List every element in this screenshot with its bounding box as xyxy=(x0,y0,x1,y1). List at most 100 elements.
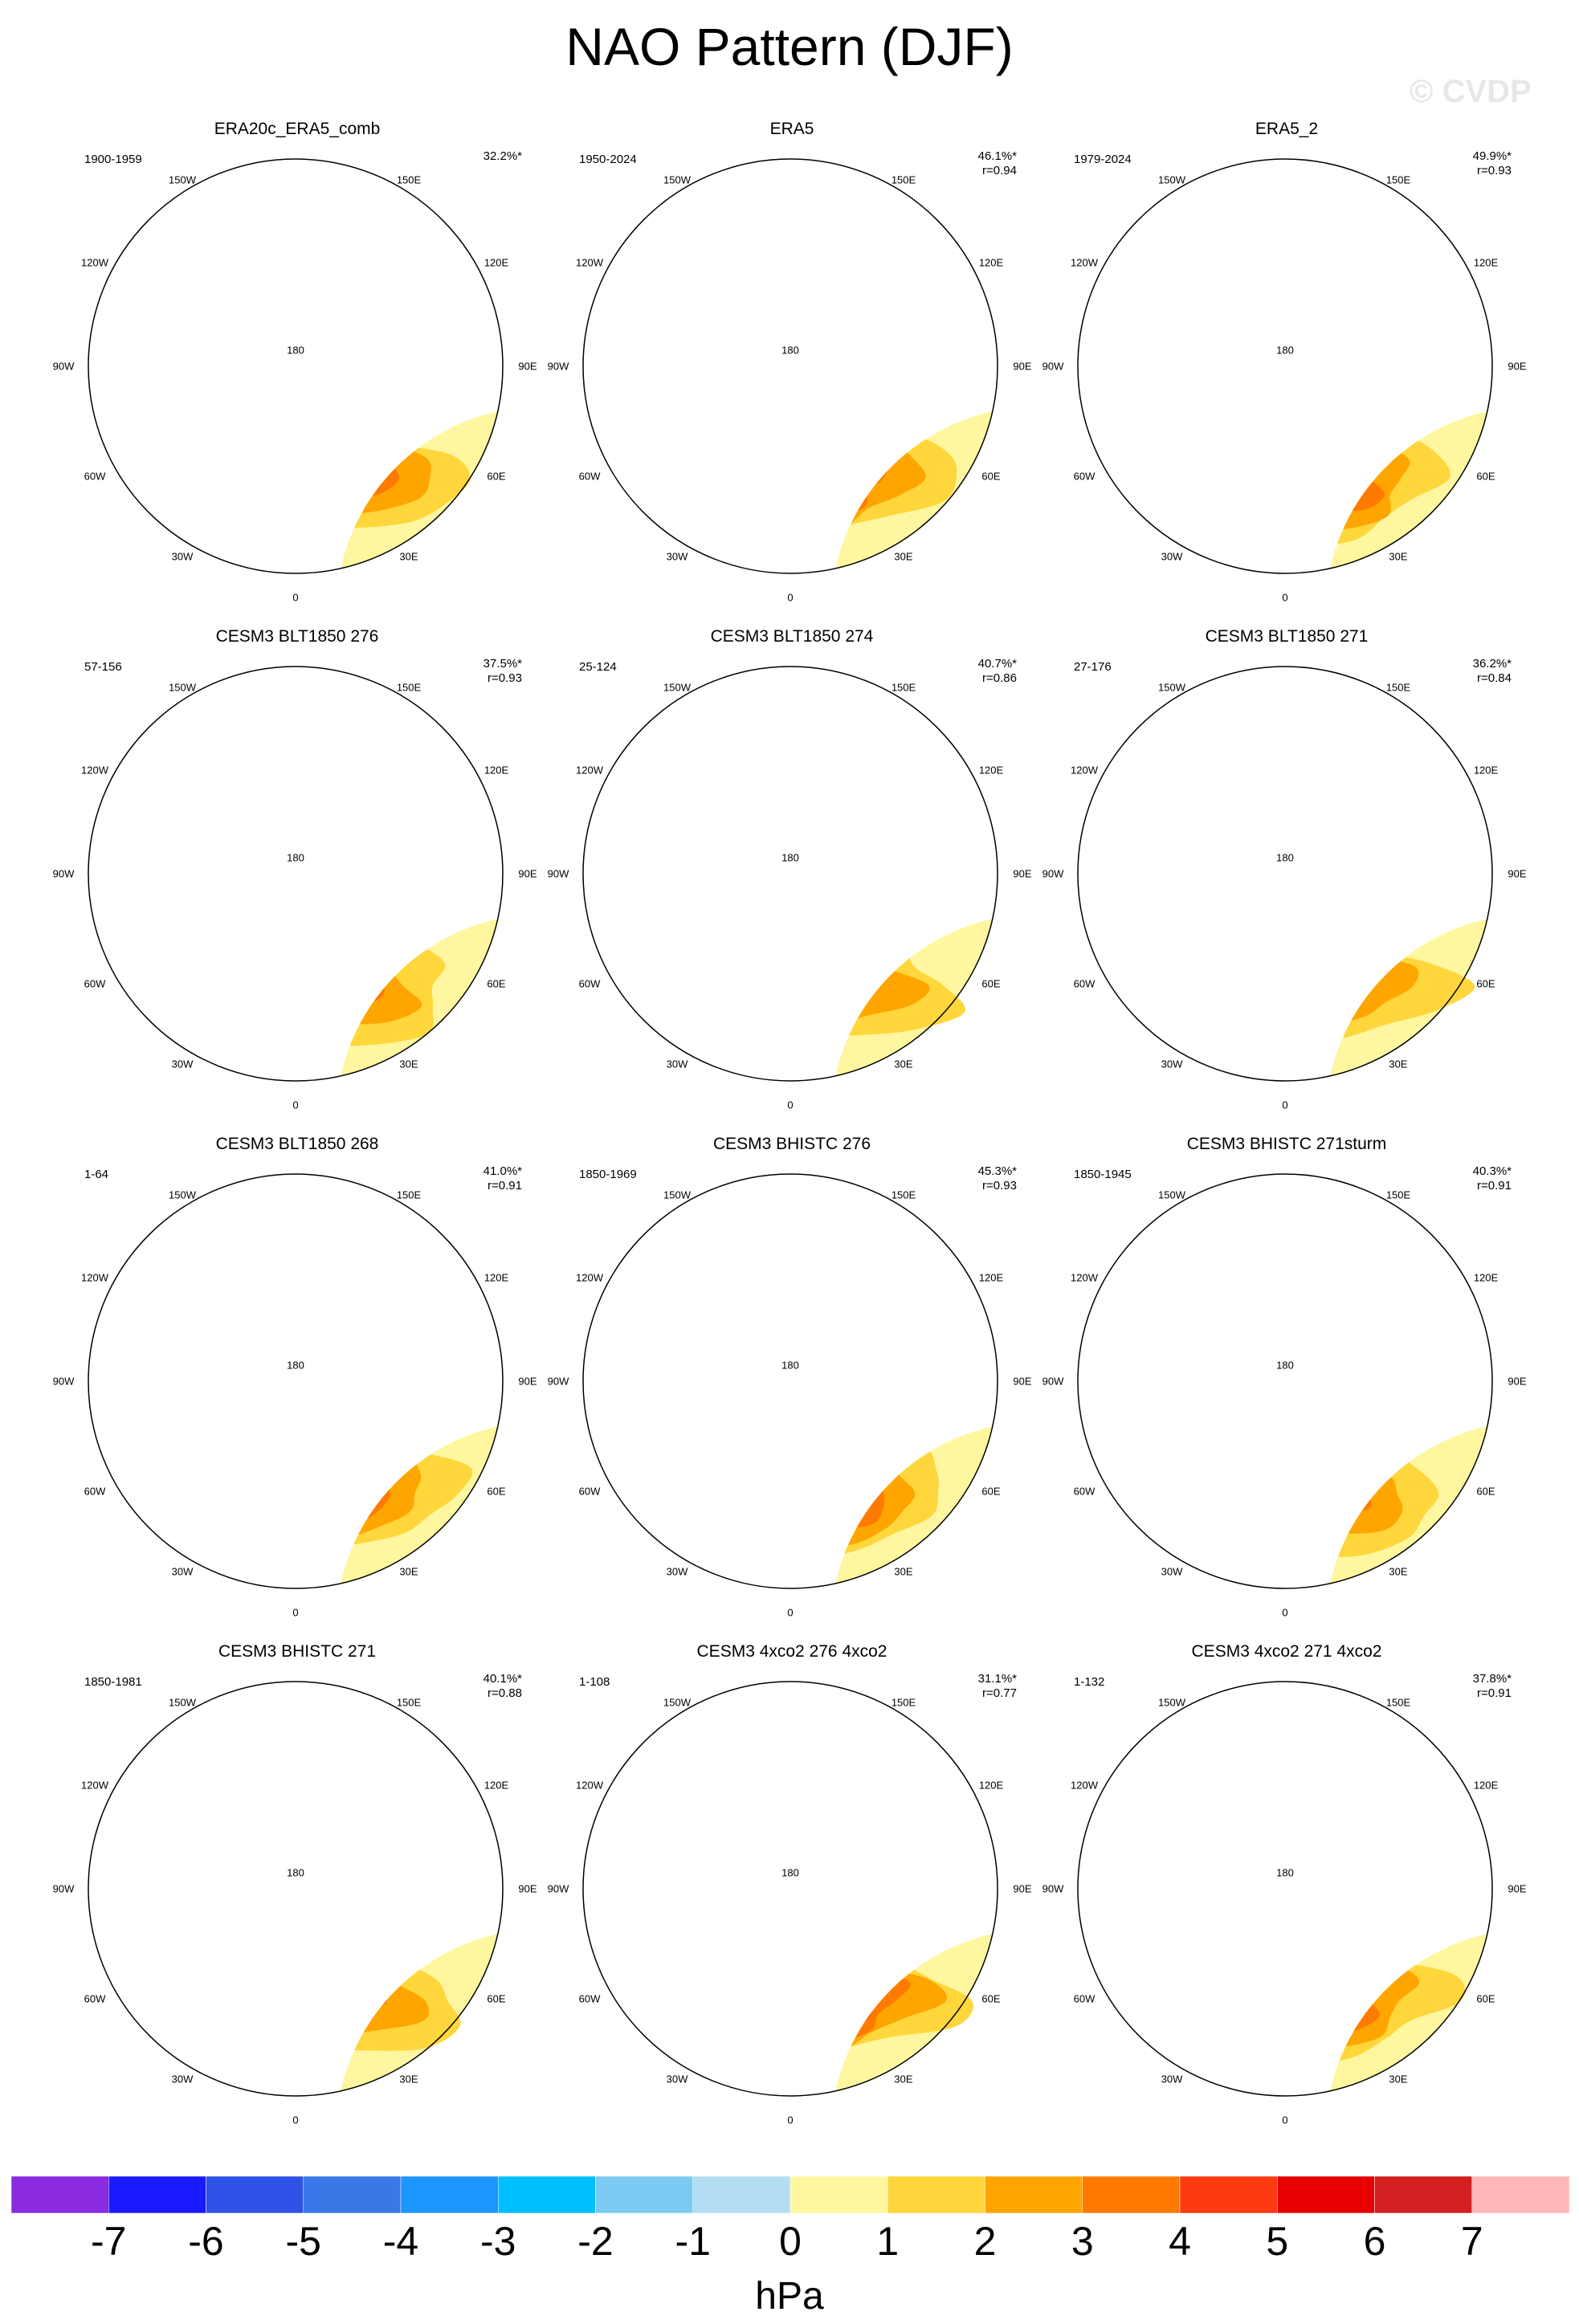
panel-years: 1850-1981 xyxy=(84,1675,142,1689)
contour-low-4 xyxy=(830,1421,870,1431)
colorbar-tick: 1 xyxy=(876,2219,900,2264)
coastline xyxy=(1325,1421,1414,1451)
colorbar-tick: 6 xyxy=(1363,2219,1386,2264)
map-boundary xyxy=(1077,666,1493,1082)
colorbar-tick: 7 xyxy=(1460,2219,1483,2264)
coastline xyxy=(782,1276,951,1309)
coastline xyxy=(1189,750,1253,769)
lon-label: 30W xyxy=(1161,550,1183,563)
coastline xyxy=(98,817,231,842)
panel-years: 1-108 xyxy=(579,1675,610,1689)
lon-label: 150E xyxy=(396,1696,422,1709)
contour-low-3 xyxy=(830,1421,888,1441)
contour-pacific-1 xyxy=(649,1698,802,1797)
lon-label: 180 xyxy=(1276,344,1294,357)
contour-pacific-2 xyxy=(1167,1719,1290,1790)
map-boundary xyxy=(582,158,998,574)
coastline xyxy=(328,1350,384,1397)
coastline xyxy=(98,309,231,334)
coastline xyxy=(288,261,456,294)
map-boundary xyxy=(88,666,504,1082)
variance-explained: 40.3%* xyxy=(1472,1164,1512,1178)
lon-label: 120E xyxy=(1473,256,1499,269)
colorbar-swatch xyxy=(790,2176,888,2213)
panel-stats: 40.7%* r=0.86 xyxy=(978,657,1017,686)
contour-band--1 xyxy=(1325,1421,1452,1455)
lon-label: 120W xyxy=(576,1271,603,1284)
coastline xyxy=(670,1865,742,1921)
coastline xyxy=(694,1258,758,1277)
lon-label: 120E xyxy=(1473,1271,1499,1284)
lon-label: 120W xyxy=(81,1271,108,1284)
lon-label: 60E xyxy=(981,1992,1001,2005)
coastline xyxy=(830,1929,920,1959)
contour-pacific-1 xyxy=(1146,1700,1307,1798)
contour-pacific-1 xyxy=(161,180,315,281)
coastline xyxy=(670,1357,742,1413)
polar-map xyxy=(88,158,504,574)
lon-label: 30E xyxy=(894,1565,913,1578)
field-background-0-1 xyxy=(830,1929,998,2096)
contour-band--1 xyxy=(336,1421,459,1445)
contour-low-2 xyxy=(830,914,887,936)
lon-label: 120E xyxy=(483,1271,509,1284)
lon-label: 90E xyxy=(1508,867,1527,880)
polar-map xyxy=(1077,158,1493,574)
lon-label: 60W xyxy=(1073,470,1096,483)
field-background-0-1 xyxy=(336,406,503,573)
contour-pacific-2 xyxy=(177,701,300,771)
lon-label: 0 xyxy=(292,1606,299,1619)
contour-high-3 xyxy=(336,953,385,1017)
lon-label: 90E xyxy=(1013,867,1032,880)
panel-stats: 40.3%* r=0.91 xyxy=(1473,1164,1512,1193)
polar-map xyxy=(582,666,998,1082)
field-background-0-1 xyxy=(830,406,998,573)
panel-title: ERA20c_ERA5_comb xyxy=(214,120,381,138)
variance-explained: 36.2%* xyxy=(1472,657,1512,671)
panel-title: CESM3 BLT1850 276 xyxy=(215,627,379,646)
coastline xyxy=(1165,1865,1237,1921)
colorbar-units-label: hPa xyxy=(755,2275,824,2318)
coastline xyxy=(782,1784,951,1816)
lon-label: 60W xyxy=(1073,977,1096,990)
lon-label: 30W xyxy=(171,550,194,563)
field-background-0-1 xyxy=(336,1421,503,1588)
contour-low-2 xyxy=(336,406,406,435)
lon-label: 120E xyxy=(483,764,509,777)
coastline xyxy=(336,1929,425,1959)
contour-pacific-2 xyxy=(174,1211,289,1285)
map-panel: ERA5 1950-2024 46.1%* r=0.94 180 150W 150E 120W… xyxy=(543,119,1041,617)
coastline xyxy=(199,750,263,769)
lon-label: 90E xyxy=(518,1375,537,1388)
coastline xyxy=(98,1324,231,1349)
lon-label: 60W xyxy=(1073,1992,1096,2005)
lon-label: 120W xyxy=(81,256,108,269)
field-background-0-1 xyxy=(1325,1421,1492,1588)
lon-label: 180 xyxy=(287,1866,304,1879)
contour-high-3 xyxy=(1325,1963,1380,2041)
map-boundary xyxy=(88,1173,504,1589)
lon-label: 120W xyxy=(576,256,603,269)
contour-high-2 xyxy=(1325,426,1410,530)
lon-label: 60W xyxy=(84,1992,106,2005)
lon-label: 120E xyxy=(1473,1779,1499,1792)
lon-label: 90W xyxy=(547,360,569,373)
colorbar-swatch xyxy=(1471,2176,1569,2213)
lon-label: 60E xyxy=(981,1485,1001,1498)
lon-label: 150W xyxy=(1158,1696,1185,1709)
contour-high-4 xyxy=(830,1464,864,1520)
coastline xyxy=(328,842,384,890)
coastline xyxy=(328,335,384,382)
lon-label: 90W xyxy=(52,867,75,880)
lon-label: 180 xyxy=(781,1866,799,1879)
lon-label: 120E xyxy=(978,256,1004,269)
coastline xyxy=(1277,1784,1446,1816)
lon-label: 120E xyxy=(978,764,1004,777)
contour-high-3 xyxy=(1325,438,1385,514)
coastline xyxy=(670,850,742,906)
lon-label: 0 xyxy=(292,591,299,604)
lon-label: 180 xyxy=(1276,1359,1294,1372)
contour-low-3 xyxy=(1325,1929,1372,1937)
lon-label: 90E xyxy=(1013,360,1032,373)
contour-high-4 xyxy=(1325,1971,1356,2028)
